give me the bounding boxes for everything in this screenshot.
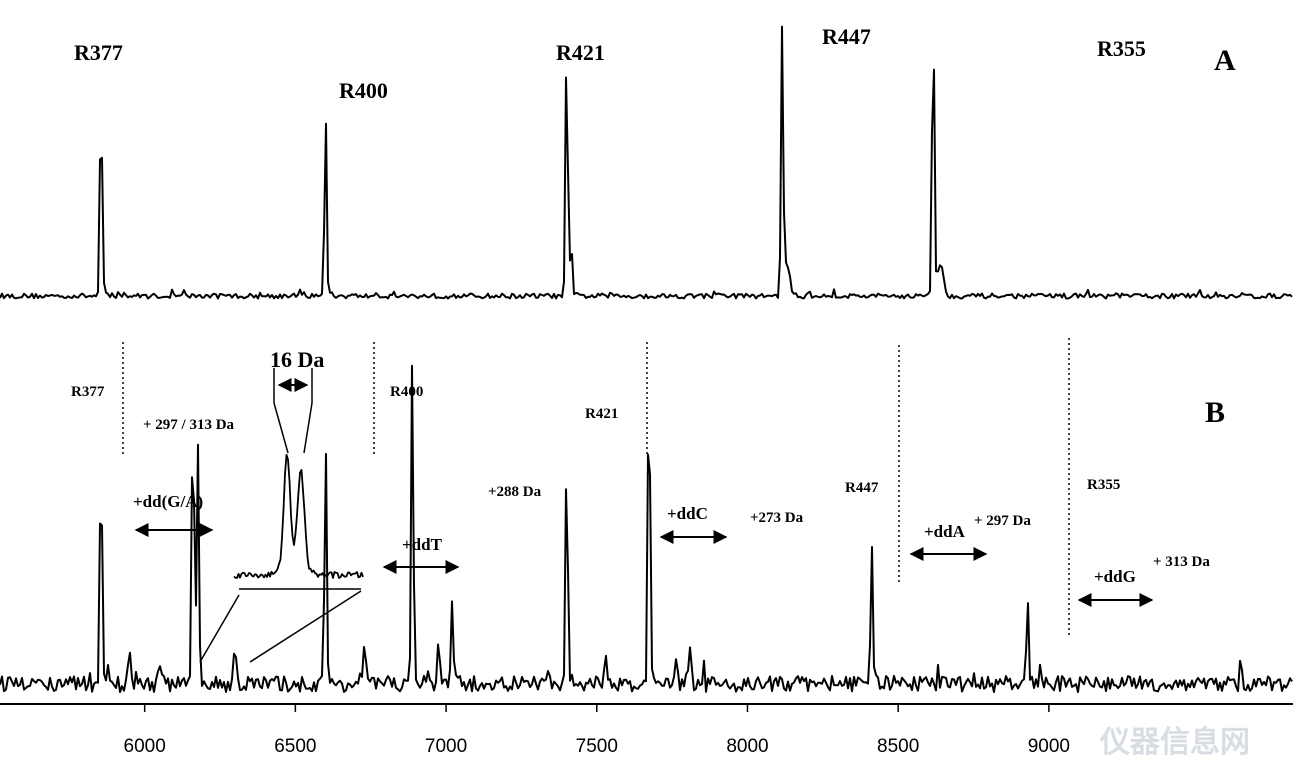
x-tick-label-9000: 9000 — [1028, 736, 1070, 757]
panel-a-label: A — [1214, 44, 1236, 77]
extension-label-dda: +ddA — [924, 522, 966, 541]
inset-delta-label: 16 Da — [270, 347, 324, 372]
watermark: 仪器信息网 — [1099, 725, 1250, 760]
panel-a-peak-labels: R377 R400 R421 R447 R355 — [74, 24, 1146, 103]
primer-label-r447: R447 — [845, 480, 879, 496]
primer-label-r421: R421 — [585, 406, 618, 422]
mass-shift-label-g: + 313 Da — [1153, 554, 1210, 570]
x-tick-label-6000: 6000 — [124, 736, 166, 757]
mass-shift-label-t: +288 Da — [488, 484, 542, 500]
inset-zoom: 16 Da — [199, 347, 364, 663]
primer-label-r400: R400 — [390, 384, 423, 400]
extension-label-ddc: +ddC — [667, 504, 708, 523]
x-tick-label-7000: 7000 — [425, 736, 467, 757]
primer-label-r355: R355 — [1087, 477, 1120, 493]
extension-label-ddt: +ddT — [402, 535, 443, 554]
spectrum-b-trace — [0, 364, 1293, 693]
x-tick-label-6500: 6500 — [274, 736, 316, 757]
x-axis: 6000 6500 7000 7500 8000 8500 9000 — [0, 703, 1293, 757]
extension-label-dd-g-a: +dd(G/A) — [133, 492, 203, 511]
peak-label-r377-a: R377 — [74, 40, 123, 65]
x-tick-label-8000: 8000 — [726, 736, 768, 757]
primer-label-r377: R377 — [71, 384, 105, 400]
peak-label-r400-a: R400 — [339, 78, 388, 103]
inset-connector-right — [249, 590, 362, 663]
spectrum-a-trace — [0, 25, 1293, 300]
mass-shift-label-c: +273 Da — [750, 510, 804, 526]
inset-guide-right — [303, 402, 313, 454]
extension-label-ddg: +ddG — [1094, 567, 1136, 586]
peak-label-r421-a: R421 — [556, 40, 605, 65]
x-tick-label-7500: 7500 — [576, 736, 618, 757]
x-tick-label-8500: 8500 — [877, 736, 919, 757]
inset-guide-left — [273, 402, 289, 454]
panel-b: B R377 R400 R421 R447 R355 + 297 / 313 D… — [0, 338, 1293, 693]
panel-a: A R377 R400 R421 R447 R355 — [0, 24, 1293, 300]
inset-connector-left — [199, 594, 240, 663]
mass-shift-label-g-a: + 297 / 313 Da — [143, 417, 235, 433]
panel-b-label: B — [1205, 396, 1225, 429]
mass-shift-label-a: + 297 Da — [974, 513, 1031, 529]
peak-label-r355-a: R355 — [1097, 36, 1146, 61]
x-axis-ticks: 6000 6500 7000 7500 8000 8500 9000 — [124, 704, 1070, 757]
inset-trace — [233, 453, 364, 579]
peak-label-r447-a: R447 — [822, 24, 871, 49]
